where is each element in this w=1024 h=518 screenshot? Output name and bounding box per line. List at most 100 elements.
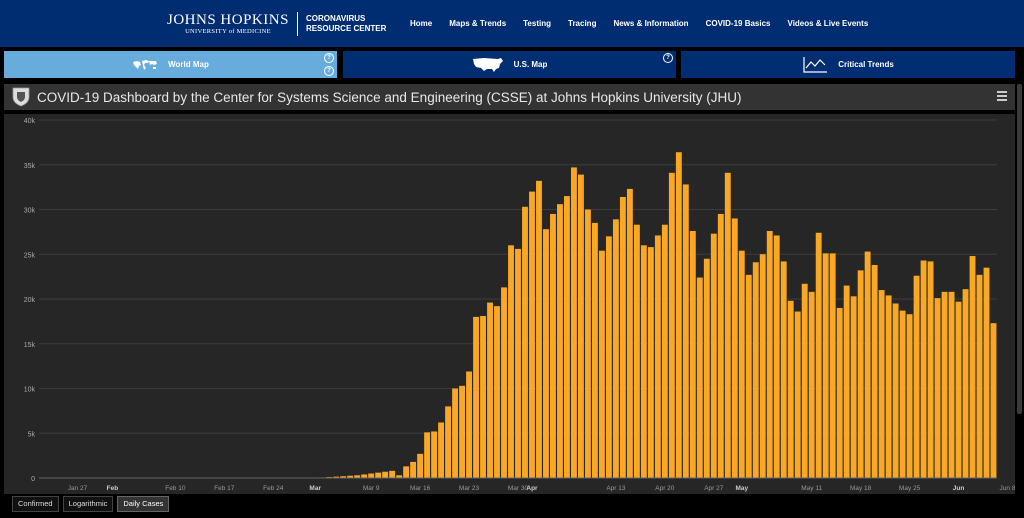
tab-confirmed[interactable]: Confirmed bbox=[12, 496, 59, 512]
y-tick-label: 10k bbox=[24, 387, 36, 394]
bar bbox=[591, 222, 598, 478]
bar bbox=[906, 314, 913, 478]
bar bbox=[913, 275, 920, 478]
tab-critical-trends[interactable]: Critical Trends bbox=[681, 51, 1015, 78]
bar bbox=[424, 432, 431, 478]
bar bbox=[808, 291, 815, 478]
nav-videos[interactable]: Videos & Live Events bbox=[787, 19, 869, 28]
bar bbox=[480, 316, 486, 478]
bar bbox=[773, 235, 780, 478]
bar bbox=[466, 371, 472, 478]
bar bbox=[647, 247, 654, 478]
nav-basics[interactable]: COVID-19 Basics bbox=[705, 19, 771, 28]
bar bbox=[347, 475, 354, 478]
bar bbox=[780, 261, 787, 478]
bar bbox=[389, 470, 396, 478]
bar bbox=[396, 475, 403, 478]
menu-icon[interactable] bbox=[997, 91, 1007, 101]
bar bbox=[885, 295, 892, 478]
x-tick-label: Jun bbox=[953, 485, 965, 492]
bar bbox=[557, 204, 563, 478]
x-tick-label: Apr 20 bbox=[655, 485, 675, 492]
bar bbox=[682, 184, 689, 478]
bar bbox=[934, 298, 941, 478]
bar bbox=[857, 270, 864, 478]
nav-tracing[interactable]: Tracing bbox=[568, 19, 597, 28]
bar bbox=[612, 219, 619, 478]
tab-us-label: U.S. Map bbox=[513, 60, 548, 69]
chart-mode-tabs: Confirmed Logarithmic Daily Cases bbox=[12, 496, 173, 512]
bar bbox=[564, 196, 570, 478]
bar bbox=[731, 218, 738, 478]
y-tick-label: 0 bbox=[31, 476, 35, 483]
tab-daily-cases[interactable]: Daily Cases bbox=[117, 496, 170, 512]
nav-testing[interactable]: Testing bbox=[523, 19, 551, 28]
tab-world-map[interactable]: World Map ? ? bbox=[4, 51, 337, 78]
bar bbox=[494, 306, 500, 478]
bar bbox=[843, 285, 850, 478]
bar bbox=[438, 422, 445, 478]
bar bbox=[661, 224, 668, 478]
help-icon[interactable]: ? bbox=[324, 53, 334, 63]
bar bbox=[584, 209, 591, 478]
bar bbox=[927, 261, 934, 478]
bar bbox=[878, 290, 885, 478]
y-tick-label: 30k bbox=[24, 208, 36, 215]
bar bbox=[340, 476, 347, 478]
bar bbox=[333, 476, 340, 478]
x-tick-label: Mar 30 bbox=[508, 485, 529, 492]
nav-home[interactable]: Home bbox=[410, 19, 433, 28]
bar bbox=[577, 174, 584, 478]
bar bbox=[969, 256, 976, 478]
y-tick-label: 35k bbox=[24, 163, 36, 170]
x-tick-label: Apr 27 bbox=[704, 485, 724, 492]
tab-logarithmic[interactable]: Logarithmic bbox=[62, 496, 114, 512]
bar bbox=[962, 289, 969, 478]
logo-crc-line2: RESOURCE CENTER bbox=[305, 24, 387, 33]
bar bbox=[605, 236, 612, 478]
info-icon[interactable]: ? bbox=[324, 66, 334, 76]
x-tick-label: Mar 9 bbox=[363, 485, 380, 492]
bar bbox=[354, 475, 361, 478]
logo-school: UNIVERSITY of MEDICINE bbox=[185, 28, 271, 35]
tab-trends-label: Critical Trends bbox=[838, 60, 894, 69]
bar bbox=[703, 258, 710, 478]
map-tabs: World Map ? ? U.S. Map ? Critical Trends bbox=[4, 51, 1015, 78]
y-tick-label: 40k bbox=[24, 118, 36, 125]
bar bbox=[710, 233, 717, 478]
logo-name: JOHNS HOPKINS bbox=[167, 12, 289, 28]
top-navigation: JOHNS HOPKINS UNIVERSITY of MEDICINE COR… bbox=[0, 0, 1024, 47]
bar bbox=[899, 310, 906, 478]
bar bbox=[752, 262, 759, 478]
bar bbox=[696, 277, 703, 478]
x-tick-label: Jun 8 bbox=[1000, 485, 1015, 492]
bar bbox=[829, 253, 836, 478]
world-map-icon bbox=[133, 59, 158, 70]
tab-us-map[interactable]: U.S. Map ? bbox=[343, 51, 676, 78]
bar bbox=[815, 232, 822, 478]
bar bbox=[508, 245, 514, 478]
y-tick-label: 15k bbox=[24, 342, 36, 349]
help-icon[interactable]: ? bbox=[663, 53, 673, 63]
nav-news[interactable]: News & Information bbox=[613, 19, 689, 28]
chart-panel: 0 5k 10k 15k 20k 25k 30k 35k 40k Jan 27 Feb Feb 10 F… bbox=[4, 114, 1016, 494]
jhu-logo[interactable]: JOHNS HOPKINS UNIVERSITY of MEDICINE COR… bbox=[167, 9, 386, 39]
bar bbox=[431, 431, 438, 478]
x-tick-label: Mar bbox=[309, 485, 321, 492]
bar bbox=[787, 300, 794, 478]
bar bbox=[689, 230, 696, 478]
bar bbox=[836, 307, 843, 478]
nav-maps-trends[interactable]: Maps & Trends bbox=[449, 19, 507, 28]
bar bbox=[759, 254, 766, 478]
bar bbox=[487, 302, 493, 478]
bar bbox=[864, 251, 871, 478]
x-tick-label: May 18 bbox=[850, 485, 872, 492]
bar bbox=[850, 296, 857, 478]
bar bbox=[410, 461, 417, 478]
bar bbox=[633, 224, 640, 478]
y-tick-label: 20k bbox=[24, 297, 36, 304]
bar bbox=[920, 260, 927, 478]
scrollbar[interactable] bbox=[1017, 84, 1022, 414]
bar bbox=[955, 301, 962, 478]
x-tick-label: Jan 27 bbox=[68, 485, 88, 492]
